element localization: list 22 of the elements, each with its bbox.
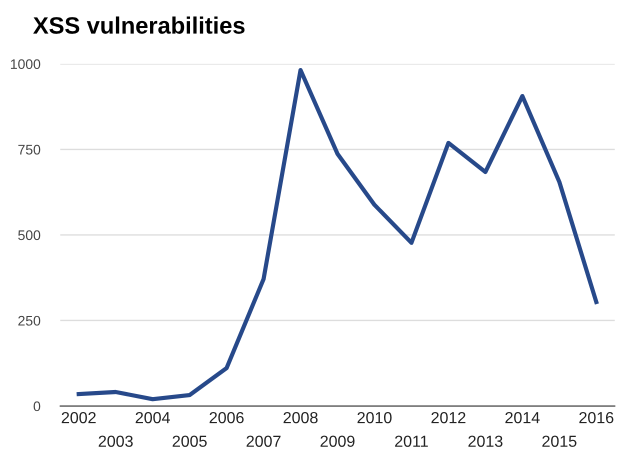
- x-tick-label: 2009: [320, 436, 355, 447]
- x-tick-label: 2002: [62, 412, 96, 424]
- y-tick-label: 750: [18, 144, 40, 155]
- x-tick-label: 2013: [468, 436, 502, 447]
- x-tick-label: 2003: [98, 436, 133, 447]
- x-tick-label: 2005: [172, 436, 207, 447]
- x-tick-label: 2011: [395, 436, 428, 447]
- x-tick-label: 2008: [284, 412, 318, 424]
- x-tick-label: 2016: [579, 412, 614, 424]
- x-tick-label: 2012: [431, 412, 466, 424]
- x-tick-label: 2007: [246, 436, 281, 447]
- x-tick-label: 2004: [136, 412, 170, 424]
- x-tick-label: 2014: [505, 412, 540, 424]
- x-tick-label: 2015: [542, 436, 576, 447]
- line-series: [76, 68, 598, 402]
- x-tick-label: 2010: [358, 412, 392, 424]
- y-tick-label: 500: [18, 230, 40, 240]
- y-tick-label: 0: [34, 401, 40, 412]
- x-tick-label: 2006: [210, 412, 244, 424]
- chart-title: XSS vulnerabilities: [33, 16, 245, 34]
- y-tick-label: 250: [18, 316, 40, 326]
- y-tick-label: 1000: [10, 59, 40, 70]
